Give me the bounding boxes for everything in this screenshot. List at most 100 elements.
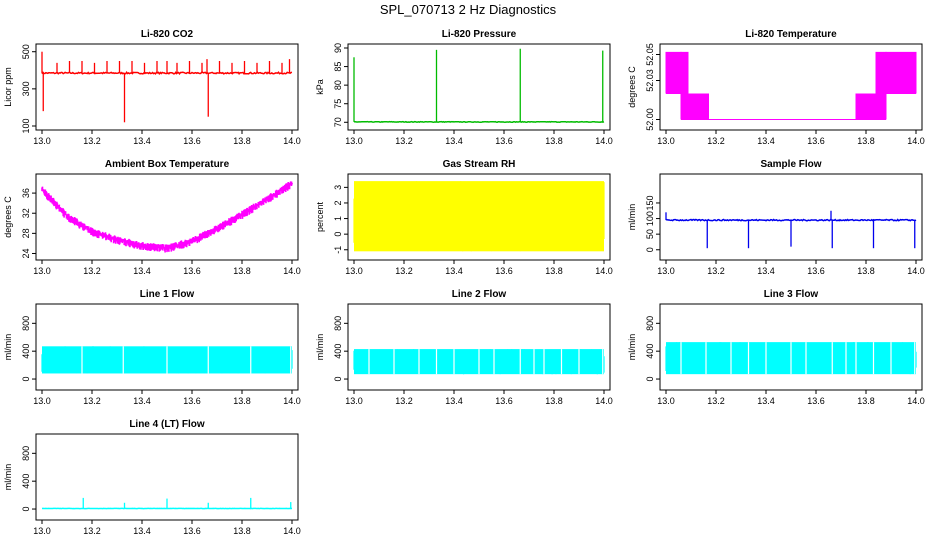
y-axis-label: ml/min [3, 334, 13, 361]
chart-title: Gas Stream RH [443, 159, 516, 170]
chart-title: Line 4 (LT) Flow [129, 419, 205, 430]
series-line [41, 71, 293, 76]
x-tick-label: 14.0 [907, 266, 925, 276]
y-axis-label: degrees C [627, 66, 637, 108]
x-tick-label: 13.8 [857, 396, 875, 406]
x-tick-label: 13.0 [345, 136, 363, 146]
y-tick-label: 100 [21, 118, 31, 133]
x-tick-label: 13.6 [807, 136, 825, 146]
x-tick-label: 13.2 [395, 266, 413, 276]
series-noise [353, 349, 605, 375]
y-tick-label: 2 [333, 200, 343, 205]
x-tick-label: 14.0 [595, 266, 613, 276]
plot-frame [659, 303, 923, 391]
y-tick-label: 1 [333, 216, 343, 221]
x-tick-label: 14.0 [595, 396, 613, 406]
y-tick-label: 0 [645, 247, 655, 252]
x-tick-label: 13.2 [707, 266, 725, 276]
y-tick-label: 800 [645, 316, 655, 331]
y-tick-label: 300 [21, 81, 31, 96]
y-axis-label: ml/min [627, 204, 637, 231]
x-tick-label: 13.8 [233, 526, 251, 536]
y-tick-label: 32 [21, 208, 31, 218]
series-segment [875, 51, 887, 120]
x-tick-label: 14.0 [907, 136, 925, 146]
chart-ambient-box-temperature: Ambient Box Temperature degrees C 13.0 13.2… [3, 159, 301, 276]
x-tick-label: 13.0 [33, 396, 51, 406]
series-segment [680, 51, 689, 120]
y-tick-label: 90 [333, 43, 343, 53]
x-tick-label: 13.4 [133, 526, 151, 536]
x-tick-label: 13.2 [83, 136, 101, 146]
x-tick-label: 13.0 [657, 396, 675, 406]
plot-frame [35, 43, 299, 131]
y-tick-label: 0 [21, 377, 31, 382]
y-axis-label: Licor ppm [3, 67, 13, 107]
x-tick-label: 14.0 [283, 526, 301, 536]
x-tick-label: 13.4 [445, 136, 463, 146]
y-axis-label: ml/min [315, 334, 325, 361]
x-tick-label: 13.0 [657, 136, 675, 146]
y-tick-label: 400 [333, 344, 343, 359]
x-tick-label: 13.6 [807, 266, 825, 276]
chart-title: Line 1 Flow [140, 289, 195, 300]
x-tick-label: 13.2 [83, 266, 101, 276]
y-tick-label: 75 [333, 99, 343, 109]
y-tick-label: 800 [21, 316, 31, 331]
plot-frame [347, 43, 611, 131]
chart-title: Sample Flow [760, 159, 821, 170]
x-tick-label: 13.0 [345, 396, 363, 406]
x-tick-label: 13.6 [495, 136, 513, 146]
x-tick-label: 14.0 [595, 136, 613, 146]
x-tick-label: 14.0 [283, 136, 301, 146]
x-tick-label: 13.4 [133, 266, 151, 276]
chart-li820-co2: Li-820 CO2 Licor ppm 13.0 13.2 13.4 13.6 13.8 1… [3, 29, 301, 146]
y-tick-label: 80 [333, 80, 343, 90]
chart-line-1-flow: Line 1 Flow ml/min 13.0 13.2 13.4 13.6 13.8 14.… [3, 289, 301, 406]
x-tick-label: 13.4 [445, 396, 463, 406]
y-axis-label: ml/min [3, 464, 13, 491]
y-tick-label: 70 [333, 117, 343, 127]
x-tick-label: 13.8 [857, 136, 875, 146]
y-tick-label: 0 [333, 377, 343, 382]
y-tick-label: 52.03 [645, 69, 655, 92]
y-axis-label: kPa [315, 79, 325, 95]
x-tick-label: 13.0 [33, 136, 51, 146]
y-tick-label: 500 [21, 44, 31, 59]
x-tick-label: 13.8 [545, 136, 563, 146]
x-tick-label: 13.2 [395, 396, 413, 406]
chart-title: Line 3 Flow [764, 289, 819, 300]
series-segment [665, 51, 682, 94]
y-axis-label: degrees C [3, 196, 13, 238]
x-tick-label: 13.0 [345, 266, 363, 276]
plot-frame [347, 173, 611, 261]
series-line [353, 120, 605, 124]
chart-title: Li-820 Temperature [745, 29, 837, 40]
x-tick-label: 14.0 [907, 396, 925, 406]
x-tick-label: 13.4 [757, 396, 775, 406]
chart-title: Li-820 Pressure [442, 29, 517, 40]
x-tick-label: 13.4 [133, 396, 151, 406]
x-tick-label: 13.4 [757, 266, 775, 276]
y-tick-label: 100 [645, 211, 655, 226]
series-segment [885, 51, 917, 94]
x-tick-label: 13.2 [395, 136, 413, 146]
chart-li820-temperature: Li-820 Temperature degrees C 13.0 13.2 13.4 1… [627, 29, 925, 146]
x-tick-label: 13.2 [707, 136, 725, 146]
y-tick-label: 400 [21, 474, 31, 489]
y-tick-label: 85 [333, 62, 343, 72]
y-tick-label: 0 [333, 232, 343, 237]
x-tick-label: 13.8 [545, 396, 563, 406]
x-tick-label: 13.8 [233, 396, 251, 406]
y-tick-label: 50 [645, 229, 655, 239]
y-tick-label: 52.05 [645, 43, 655, 66]
series-noise [353, 181, 605, 252]
y-tick-label: 400 [645, 344, 655, 359]
x-tick-label: 14.0 [283, 396, 301, 406]
plot-frame [35, 433, 299, 521]
x-tick-label: 13.2 [707, 396, 725, 406]
y-tick-label: 150 [645, 195, 655, 210]
x-tick-label: 13.2 [83, 396, 101, 406]
chart-title: Line 2 Flow [452, 289, 507, 300]
